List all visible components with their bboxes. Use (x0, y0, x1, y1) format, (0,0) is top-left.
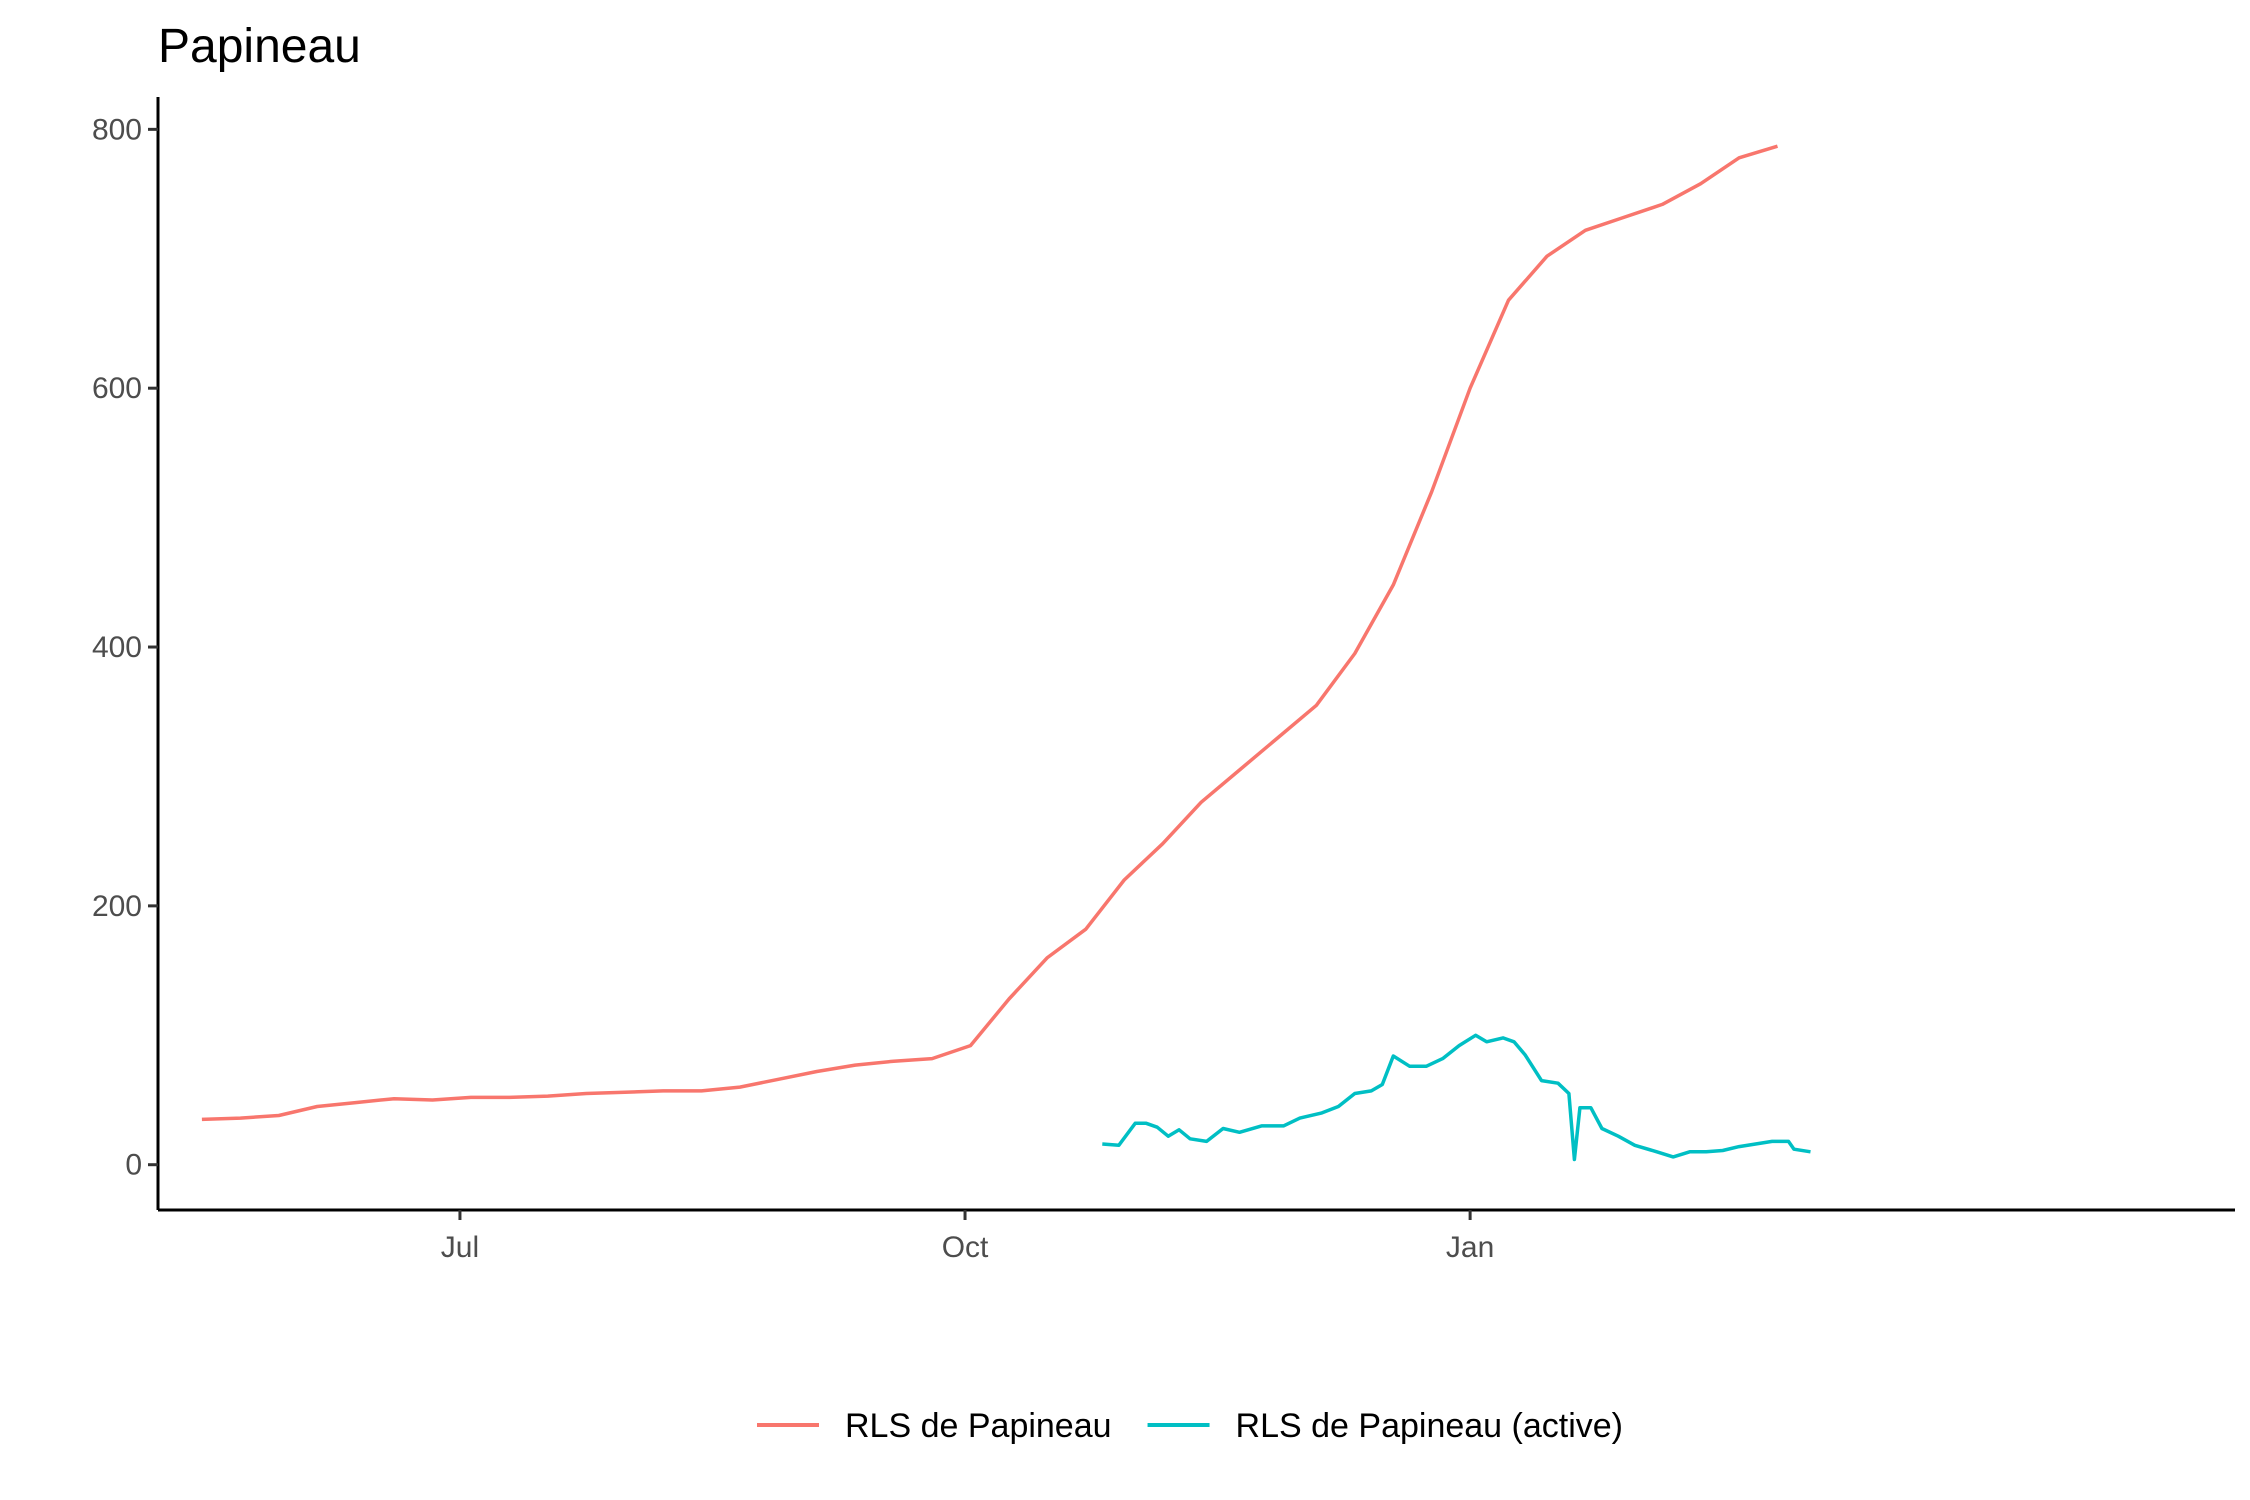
y-tick-label: 600 (92, 372, 142, 405)
plot-lines (201, 144, 1811, 1162)
series-line-1 (201, 144, 1779, 1122)
y-tick-label: 0 (125, 1149, 142, 1182)
x-tick-label: Jan (1446, 1231, 1494, 1264)
y-tick-label: 400 (92, 631, 142, 664)
y-tick-label: 200 (92, 890, 142, 923)
x-tick-label: Jul (441, 1231, 479, 1264)
y-axis-ticks: 0 200 400 600 800 (92, 113, 158, 1182)
legend-label-2: RLS de Papineau (active) (1236, 1407, 1623, 1445)
legend: RLS de Papineau RLS de Papineau (active) (757, 1407, 1623, 1445)
axes: 0 200 400 600 800 Jul Oct Jan (92, 97, 2235, 1264)
series-line-2 (1102, 1033, 1811, 1162)
chart-title: Papineau (158, 20, 361, 73)
y-tick-label: 800 (92, 113, 142, 146)
x-tick-label: Oct (942, 1231, 989, 1264)
legend-label-1: RLS de Papineau (845, 1407, 1112, 1445)
x-axis-ticks: Jul Oct Jan (441, 1210, 1494, 1264)
